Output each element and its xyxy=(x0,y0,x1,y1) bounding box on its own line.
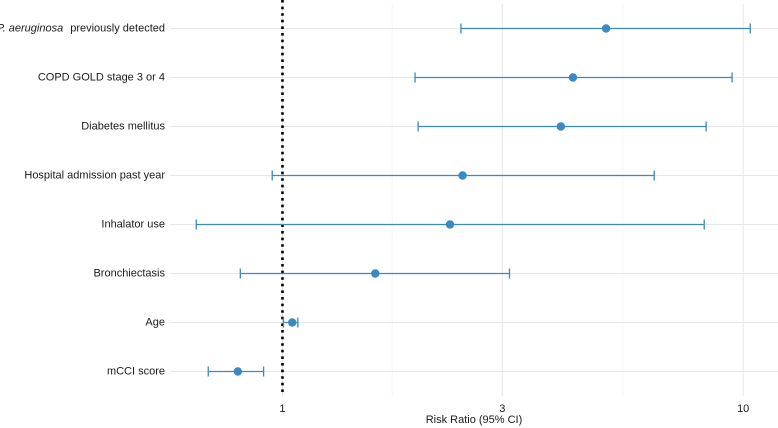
label-italic: P. aeruginosa xyxy=(0,22,63,34)
interval xyxy=(207,366,265,377)
interval xyxy=(195,219,705,230)
interval xyxy=(239,268,511,279)
y-tick-label: P. aeruginosa previously detected xyxy=(0,22,165,34)
y-tick-label: Inhalator use xyxy=(101,218,165,230)
y-tick-label: Age xyxy=(145,316,165,328)
interval xyxy=(271,170,655,181)
interval xyxy=(417,121,707,132)
y-tick-label: Bronchiectasis xyxy=(93,267,165,279)
point xyxy=(458,171,467,180)
x-axis-label: Risk Ratio (95% CI) xyxy=(426,414,523,426)
point xyxy=(601,24,611,33)
interval xyxy=(414,72,733,83)
y-tick-label: Hospital admission past year xyxy=(24,169,165,181)
label-text: previously detected xyxy=(70,22,165,34)
x-tick-label: 3 xyxy=(499,403,505,415)
point xyxy=(556,122,566,131)
grid xyxy=(170,4,778,396)
point xyxy=(371,269,380,278)
y-tick-label: COPD GOLD stage 3 or 4 xyxy=(38,71,165,83)
point xyxy=(288,318,297,327)
point xyxy=(233,367,243,376)
x-tick-label: 10 xyxy=(737,403,749,415)
y-tick-label: Diabetes mellitus xyxy=(81,120,165,132)
point xyxy=(445,220,455,229)
y-tick-label: mCCI score xyxy=(107,365,165,377)
interval xyxy=(282,317,299,328)
point xyxy=(568,73,578,82)
x-tick-label: 1 xyxy=(279,403,285,415)
interval xyxy=(460,23,751,34)
